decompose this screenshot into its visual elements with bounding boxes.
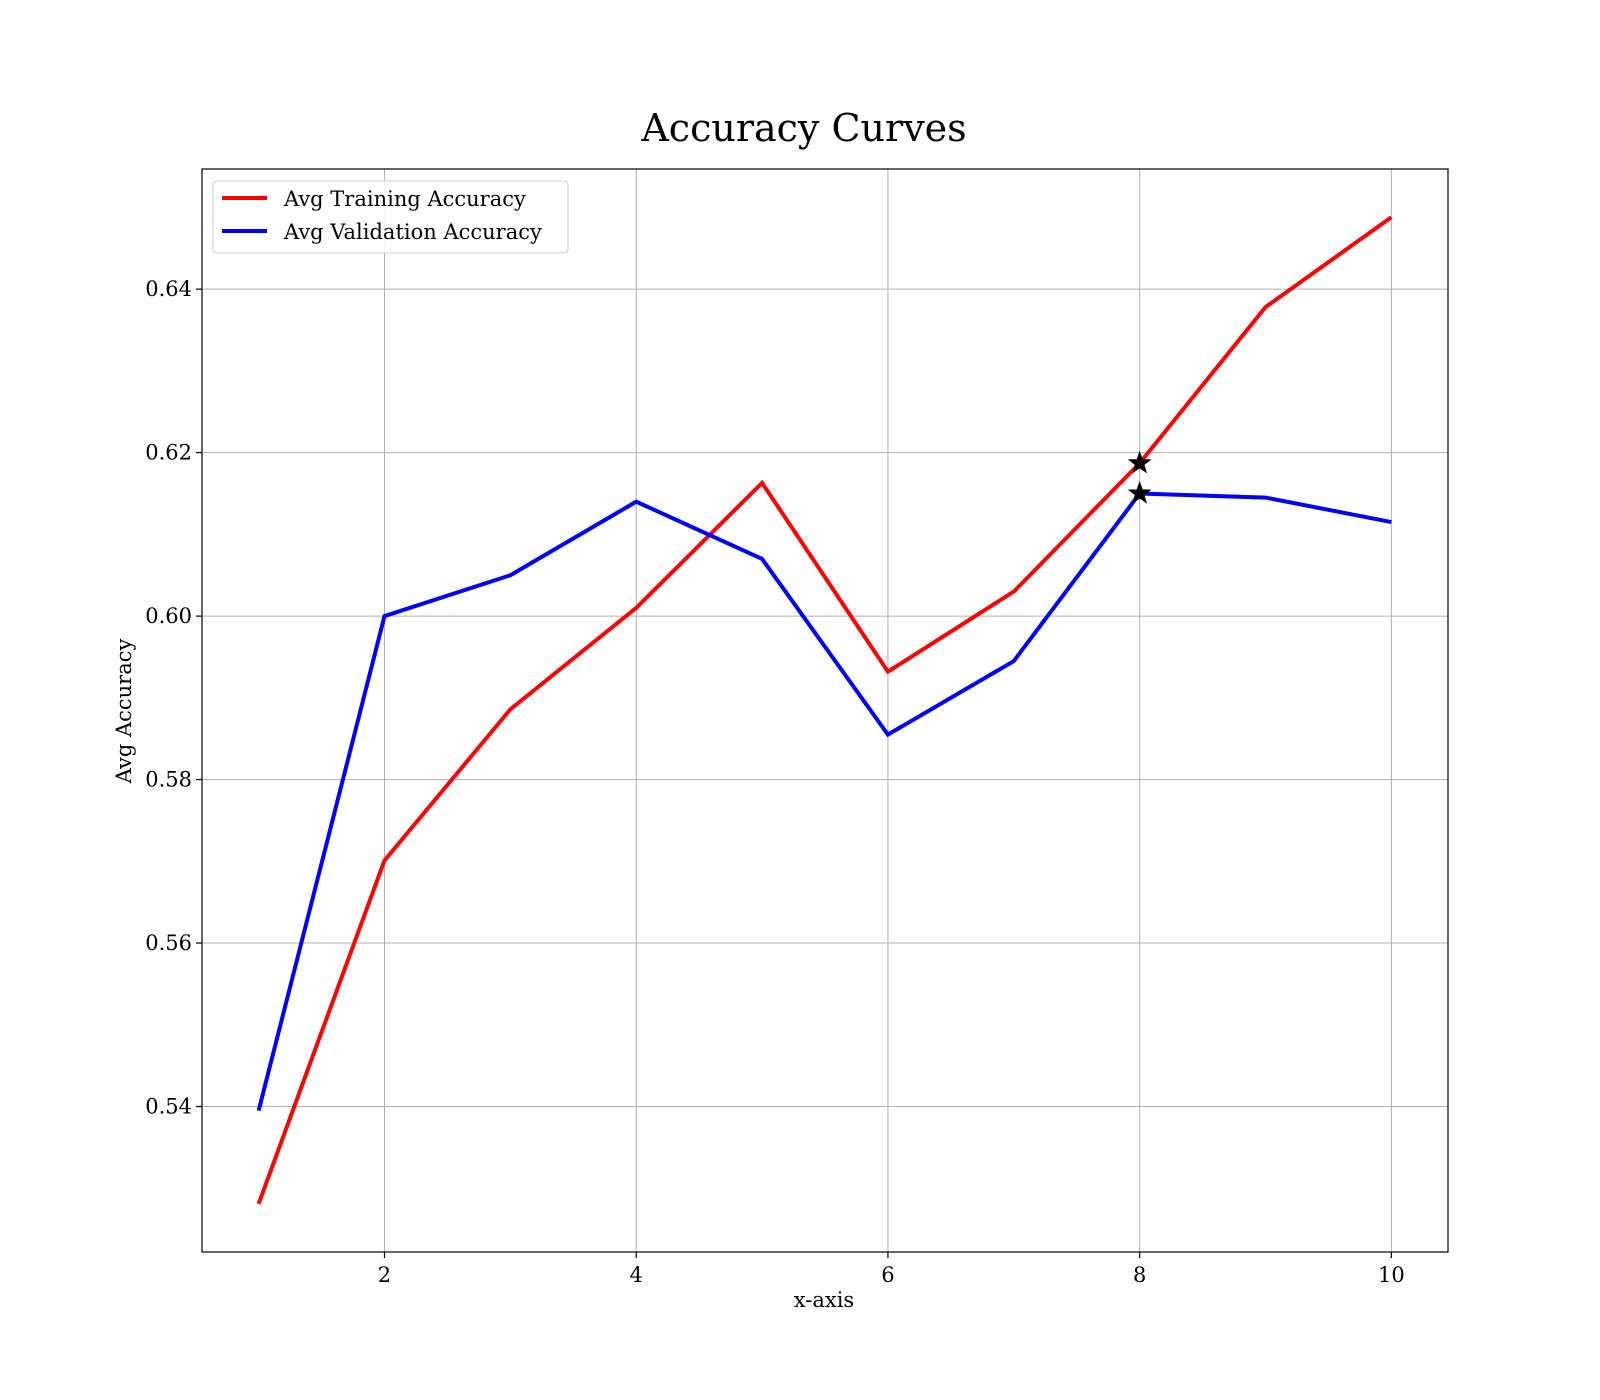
y-tick-label: 0.58 [145,768,192,792]
legend: Avg Training Accuracy Avg Validation Acc… [212,180,569,254]
plot-frame [201,168,1449,1253]
y-tick-label: 0.56 [145,931,192,955]
chart-title: Accuracy Curves [640,106,966,150]
y-axis-ticks: 0.54 0.56 0.58 0.60 0.62 0.64 [145,277,202,1119]
x-tick-label: 8 [1133,1263,1146,1287]
x-tick-label: 2 [378,1263,391,1287]
training-accuracy-line [256,215,1393,1205]
x-axis-ticks: 2 4 6 8 10 [378,1252,1405,1287]
x-tick-label: 6 [881,1263,894,1287]
y-tick-label: 0.62 [145,441,192,465]
series-lines [256,215,1393,1205]
best-markers [1127,450,1152,504]
legend-label-training: Avg Training Accuracy [283,187,526,211]
legend-label-validation: Avg Validation Accuracy [283,220,542,244]
y-tick-label: 0.64 [145,277,192,301]
x-axis-label: x-axis [794,1288,854,1312]
y-axis-label: Avg Accuracy [112,639,136,785]
best-epoch-star-marker [1127,450,1152,474]
y-tick-label: 0.60 [145,604,192,628]
grid-lines [202,169,1448,1252]
validation-accuracy-line [256,491,1392,1112]
x-tick-label: 4 [630,1263,643,1287]
x-tick-label: 10 [1378,1263,1405,1287]
legend-box [212,180,569,254]
y-tick-label: 0.54 [145,1095,192,1119]
best-epoch-star-marker [1127,481,1152,504]
